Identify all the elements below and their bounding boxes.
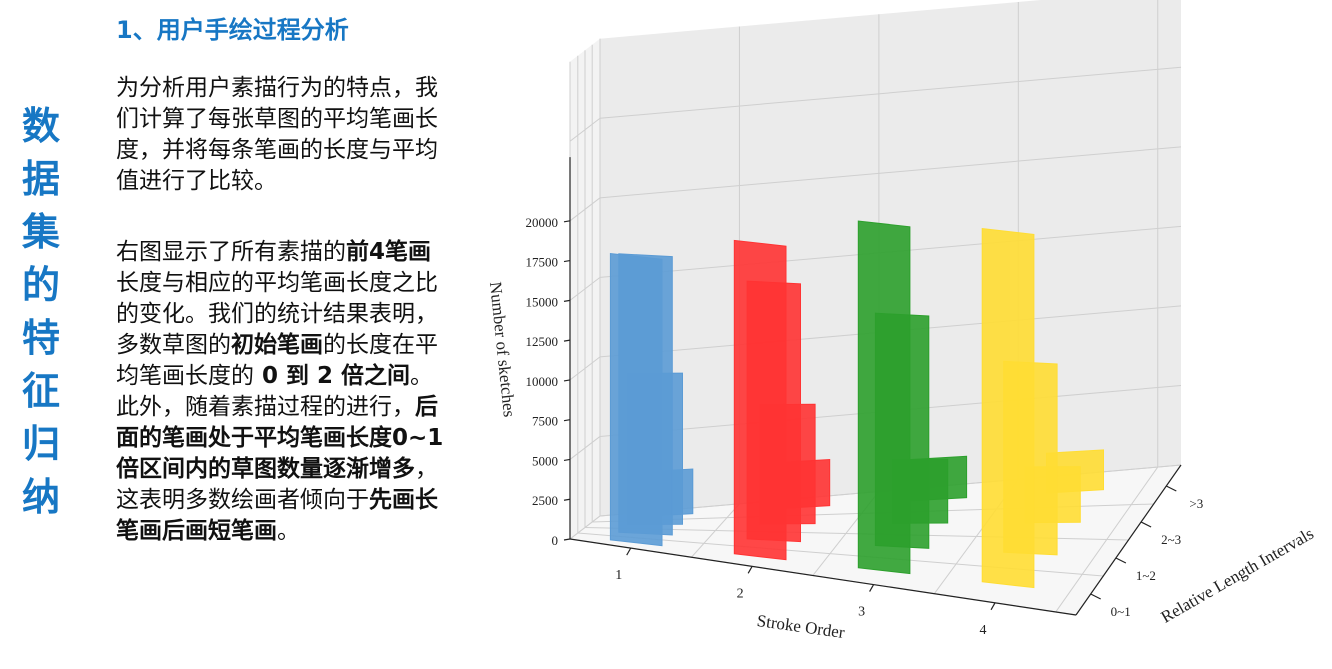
body-text: 。此外，随着素描过程的进行，	[116, 363, 434, 420]
body-text: 。	[277, 518, 300, 544]
body-text: 长度与相应的平均笔画长度之比的变化。我们的统计结果表明，多数草图的	[116, 270, 438, 358]
body-text: 的长度在平均笔画长度的	[116, 332, 438, 389]
heading: 1、用户手绘过程分析	[116, 16, 349, 44]
side-title-char: 纳	[21, 475, 60, 519]
grid-line	[599, 146, 1182, 199]
z-tick	[563, 220, 571, 223]
tick-label: 3	[858, 605, 865, 620]
side-title-char: 归	[21, 422, 60, 466]
x-axis-line	[569, 538, 1077, 616]
z-axis-title: Number of sketches	[486, 281, 519, 418]
tick-label: 1	[615, 568, 622, 583]
y-tick	[1115, 557, 1127, 564]
z-tick	[563, 379, 571, 382]
side-title-char: 征	[21, 369, 60, 413]
bar-chart-3d: 0 2500 5000 7500 10000 12500 15000 17500 20000 1 2…	[486, 0, 1317, 642]
tick-label: 2500	[532, 493, 558, 508]
emphasis-text: 初始笔画	[231, 332, 323, 358]
emphasis-text: 先画长笔画后画短笔画	[116, 487, 438, 544]
tick-label: 1~2	[1136, 568, 1156, 583]
x-tick	[990, 602, 996, 611]
tick-label: 0~1	[1111, 604, 1131, 619]
tick-label: >3	[1189, 496, 1203, 511]
z-tick	[563, 299, 571, 302]
emphasis-text: 0 到 2 倍之间	[254, 363, 411, 389]
z-tick	[563, 419, 571, 422]
tick-label: 4	[980, 623, 987, 638]
bar-stroke1-interval-0	[609, 252, 663, 547]
tick-label: 15000	[526, 294, 559, 309]
bar-stroke3-interval-0	[857, 220, 911, 575]
x-tick	[626, 547, 632, 556]
side-title-char: 据	[21, 157, 60, 201]
side-title-char: 的	[21, 263, 60, 307]
y-axis-title: Relative Length Intervals	[1158, 524, 1317, 627]
side-title-char: 集	[21, 210, 60, 254]
tick-label: 10000	[526, 374, 559, 389]
tick-label: 17500	[526, 255, 559, 270]
body-text: 右图显示了所有素描的	[116, 239, 346, 265]
bar-stroke4-interval-0	[981, 228, 1035, 589]
tick-label: 7500	[532, 414, 558, 429]
tick-label: 12500	[526, 334, 559, 349]
x-tick	[747, 566, 753, 574]
intro-paragraph: 为分析用户素描行为的特点，我们计算了每张草图的平均笔画长度，并将每条笔画的长度与…	[116, 75, 438, 194]
y-tick	[1090, 593, 1101, 600]
tick-label: 2	[737, 586, 744, 601]
tick-label: 20000	[526, 215, 559, 230]
y-tick	[1166, 485, 1177, 492]
z-tick	[563, 259, 571, 263]
x-axis-title: Stroke Order	[756, 611, 846, 642]
tick-label: 5000	[532, 453, 558, 468]
bar-stroke2-interval-0	[733, 239, 787, 561]
x-tick	[869, 584, 875, 592]
y-tick	[1140, 521, 1152, 528]
y-axis-line	[1075, 464, 1182, 616]
side-title: 数据集的特征归纳	[14, 100, 68, 524]
tick-label: 0	[552, 533, 559, 548]
z-tick	[563, 498, 571, 501]
grid-line	[599, 66, 1182, 119]
z-tick	[563, 339, 571, 342]
emphasis-text: 后面的笔画处于平均笔画长度0~1倍区间内的草图数量逐渐增多	[116, 394, 444, 482]
emphasis-text: 前4笔画	[346, 239, 432, 265]
side-title-char: 数	[21, 104, 60, 148]
body-text: ，这表明多数绘画者倾向于	[116, 456, 438, 513]
result-paragraph: 右图显示了所有素描的前4笔画长度与相应的平均笔画长度之比的变化。我们的统计结果表…	[116, 237, 451, 547]
side-title-char: 特	[21, 316, 60, 360]
tick-label: 2~3	[1161, 532, 1181, 547]
z-tick	[563, 538, 571, 541]
z-tick	[563, 458, 571, 462]
